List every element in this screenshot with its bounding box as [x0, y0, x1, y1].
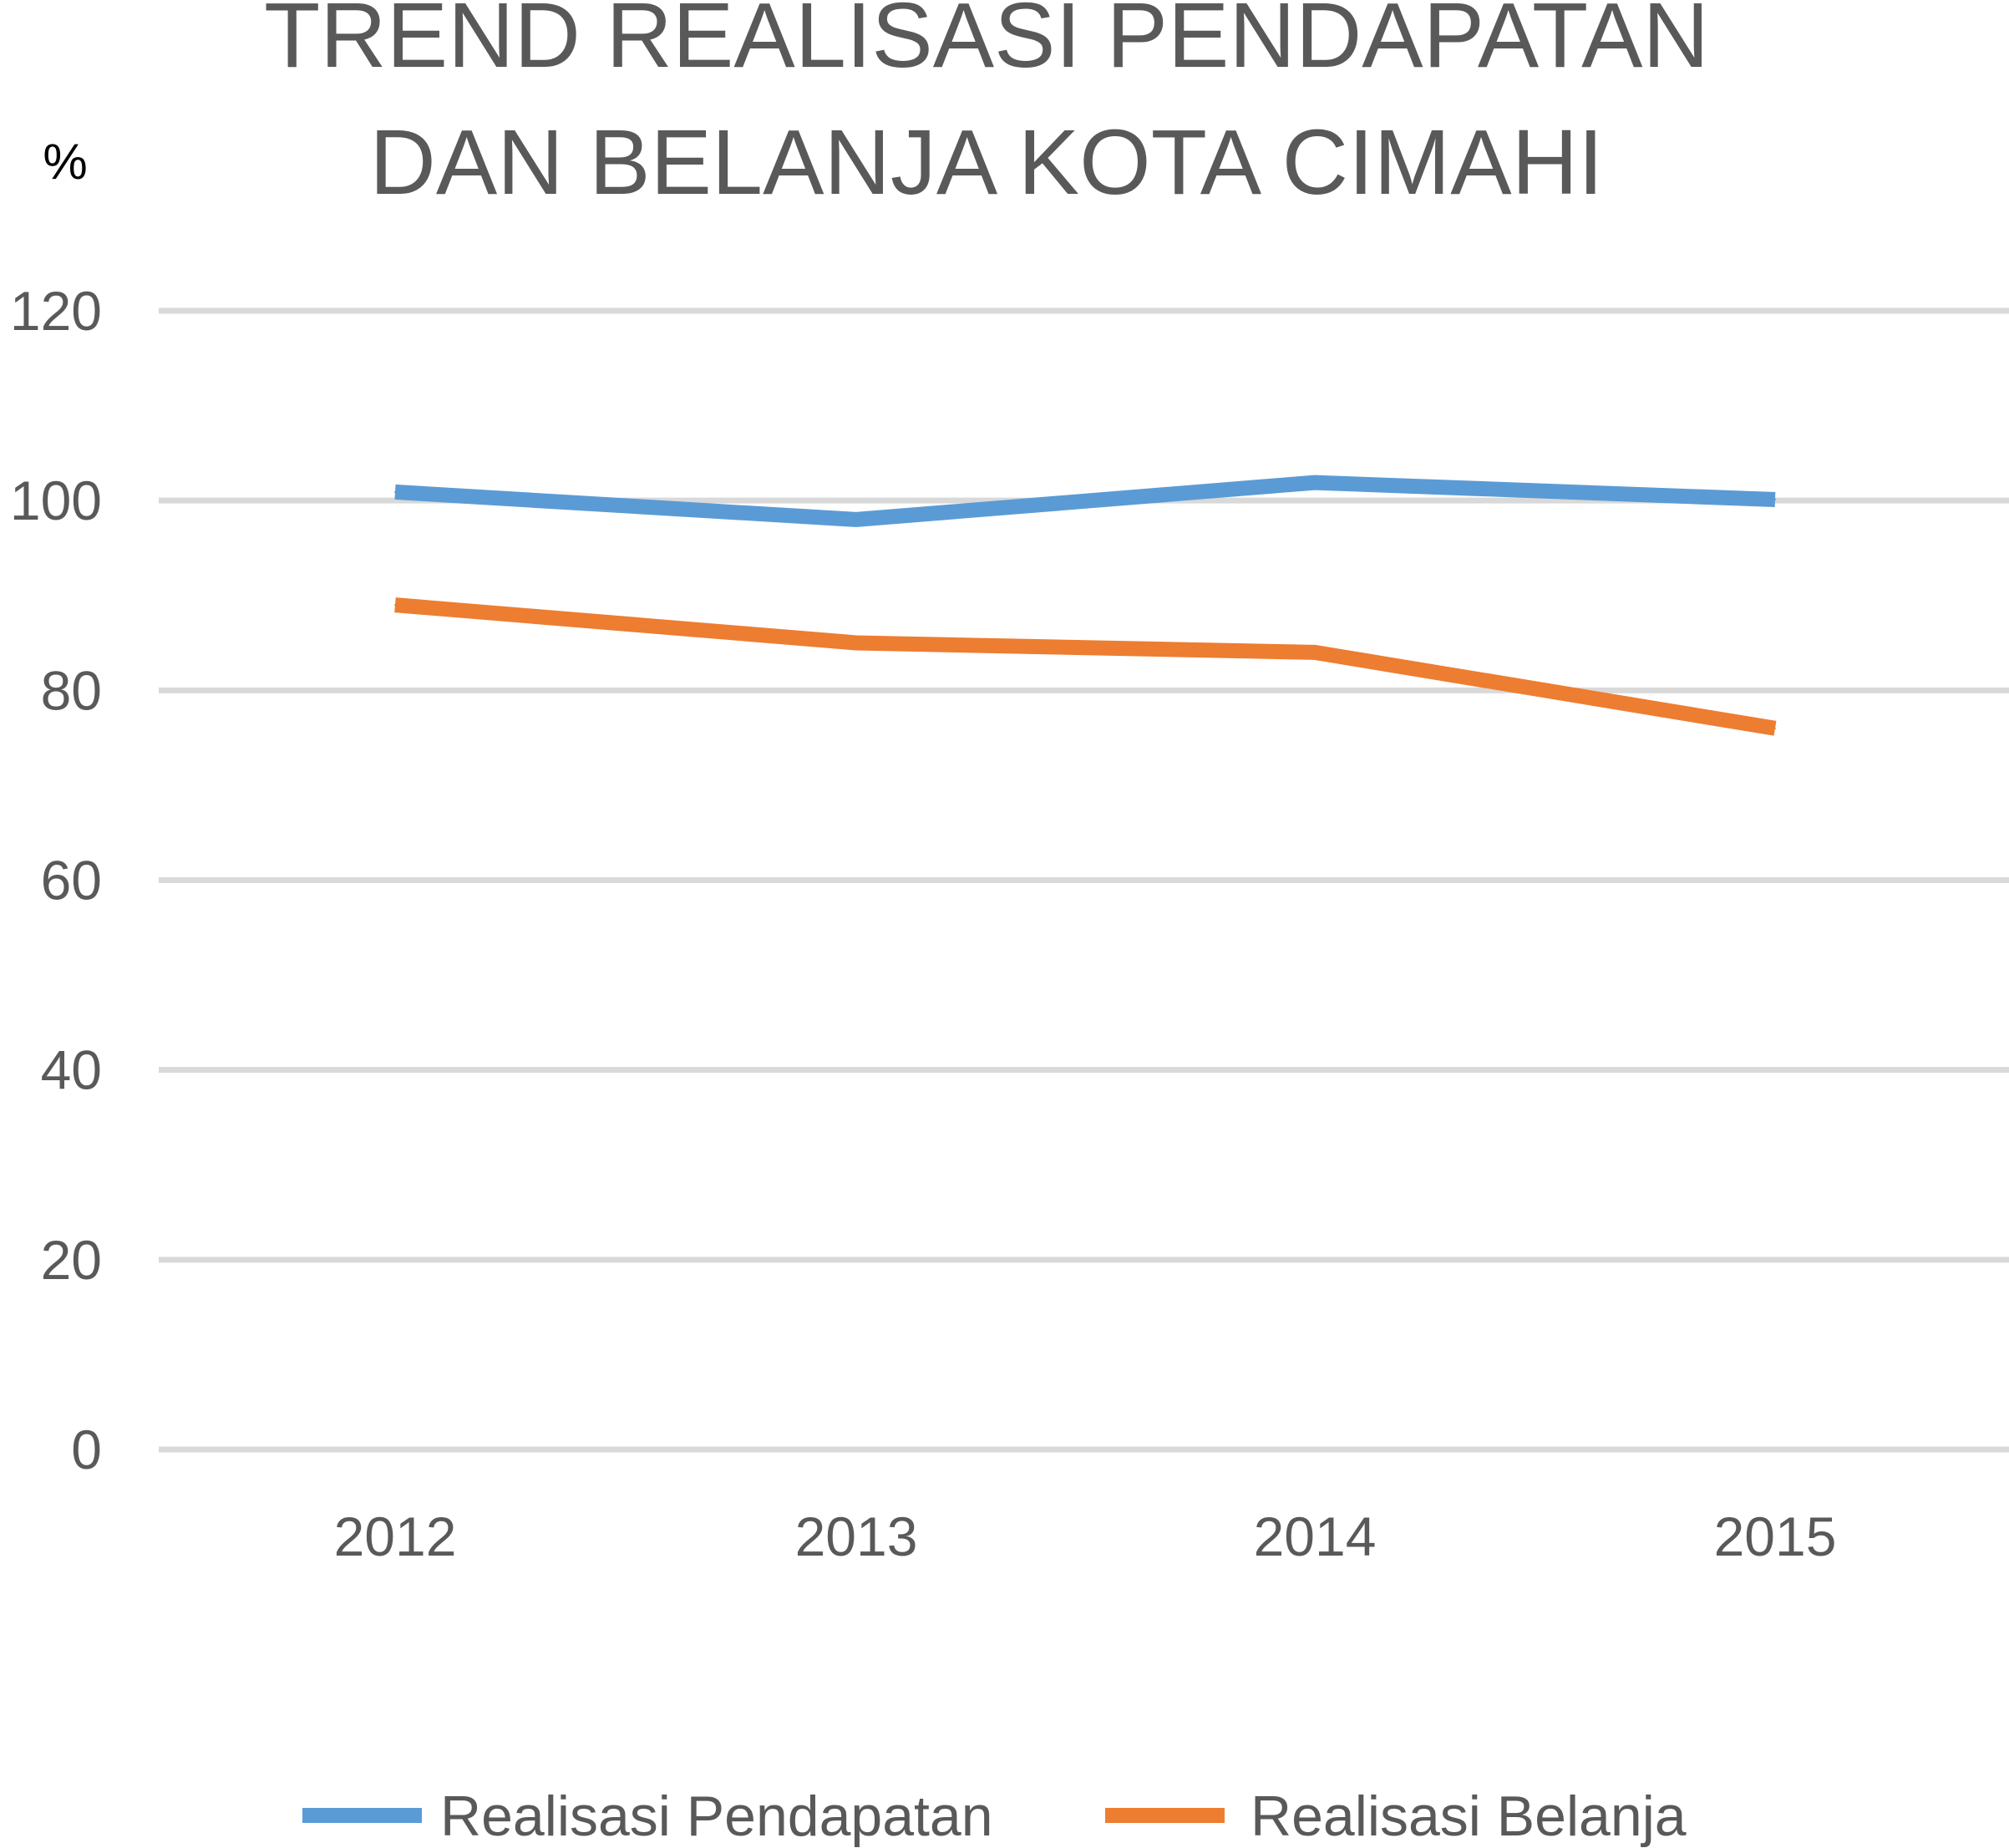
series-lines [394, 475, 1777, 736]
y-tick-label: 60 [41, 850, 102, 911]
legend-label: Realisasi Belanja [1251, 1785, 1687, 1848]
x-tick-label: 2012 [334, 1505, 457, 1567]
series-line-pendapatan [394, 475, 1776, 527]
x-tick-label: 2014 [1254, 1505, 1377, 1567]
data-point [1314, 651, 1316, 653]
gridlines [159, 307, 2009, 1453]
y-axis-ticks: 0 20 40 60 80 100 120 [10, 280, 102, 1480]
data-point [1314, 481, 1316, 484]
legend-label: Realisasi Pendapatan [440, 1785, 993, 1848]
y-tick-label: 120 [10, 280, 102, 342]
data-point [1774, 727, 1776, 729]
data-point [394, 604, 396, 607]
y-tick-label: 20 [41, 1229, 102, 1291]
series-line-belanja [394, 597, 1777, 736]
chart-title-line-2: DAN BELANJA KOTA CIMAHI [369, 111, 1603, 214]
x-tick-label: 2015 [1714, 1505, 1837, 1567]
y-tick-label: 80 [41, 659, 102, 721]
legend: Realisasi Pendapatan Realisasi Belanja [302, 1785, 1687, 1848]
data-point [855, 642, 857, 644]
chart-title-line-1: TREND REALISASI PENDAPATAN [264, 0, 1709, 87]
y-tick-label: 100 [10, 470, 102, 531]
y-tick-label: 0 [71, 1419, 102, 1480]
y-axis-label: % [43, 134, 87, 190]
y-tick-label: 40 [41, 1039, 102, 1101]
data-point [394, 490, 396, 493]
x-axis-ticks: 2012 2013 2014 2015 [334, 1505, 1837, 1567]
data-point [855, 518, 857, 520]
data-point [1774, 499, 1776, 500]
x-tick-label: 2013 [795, 1505, 918, 1567]
